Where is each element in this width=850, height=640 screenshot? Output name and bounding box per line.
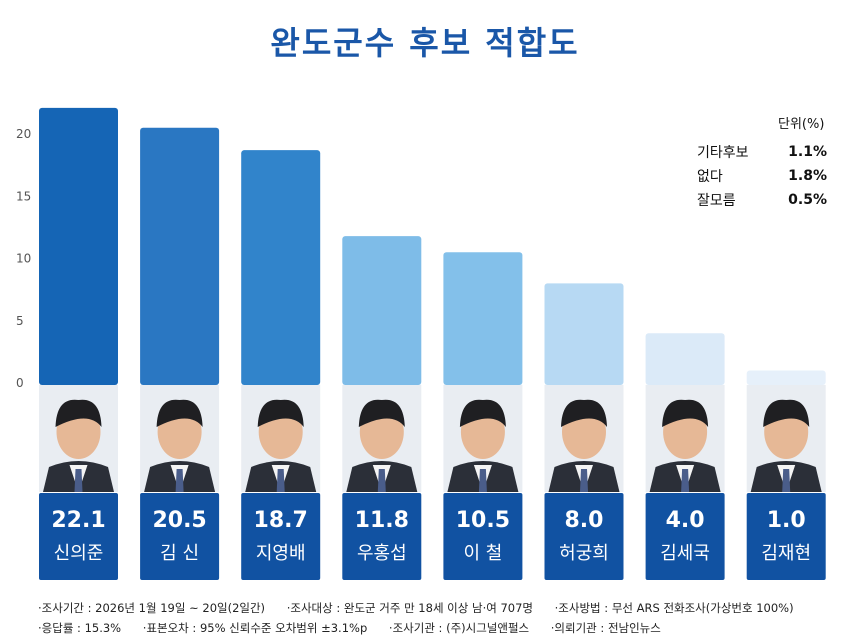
candidate-tie xyxy=(175,469,184,492)
y-tick-label: 5 xyxy=(16,314,24,328)
bar xyxy=(645,333,725,385)
value-label: 1.0 xyxy=(767,508,806,533)
others-row: 잘모름 0.5% xyxy=(697,188,827,212)
footer-item: ·조사방법 : 무선 ARS 전화조사(가상번호 100%) xyxy=(554,601,794,615)
value-label: 10.5 xyxy=(456,508,510,533)
candidate-tie xyxy=(478,469,487,492)
value-label: 4.0 xyxy=(666,508,705,533)
candidate-tie xyxy=(377,469,386,492)
y-tick-label: 10 xyxy=(16,252,31,266)
candidate-label-box xyxy=(645,493,725,580)
candidate-tie xyxy=(782,469,791,492)
candidate-name: 신의준 xyxy=(54,543,104,564)
bar xyxy=(140,127,220,386)
candidate-name: 이 철 xyxy=(463,543,502,564)
candidate-name: 우홍섭 xyxy=(357,543,407,564)
value-label: 8.0 xyxy=(565,508,604,533)
candidate-name: 허궁희 xyxy=(559,543,609,564)
footer-item: ·표본오차 : 95% 신뢰수준 오차범위 ±3.1%p xyxy=(142,621,368,635)
value-label: 22.1 xyxy=(51,508,105,533)
y-tick-label: 20 xyxy=(16,127,31,141)
chart-title: 완도군수 후보 적합도 xyxy=(270,24,580,62)
y-tick-label: 0 xyxy=(16,376,24,390)
candidate-label-box xyxy=(342,493,422,580)
candidate-hair xyxy=(763,399,810,427)
candidate-tie xyxy=(681,469,690,492)
others-value: 1.8% xyxy=(788,168,827,184)
candidate-hair xyxy=(55,399,102,427)
others-value: 1.1% xyxy=(788,144,827,160)
bar xyxy=(544,283,624,385)
candidate-label-box xyxy=(140,493,220,580)
others-label: 잘모름 xyxy=(697,193,736,209)
others-row: 기타후보 1.1% xyxy=(697,140,827,164)
candidate-label-box xyxy=(746,493,826,580)
candidate-hair xyxy=(257,399,304,427)
unit-label: 단위(%) xyxy=(778,117,825,132)
footer-item: ·조사대상 : 완도군 거주 만 18세 이상 남·여 707명 xyxy=(286,601,533,615)
candidate-label-box xyxy=(443,493,523,580)
value-label: 18.7 xyxy=(254,508,308,533)
candidate-hair xyxy=(561,399,607,427)
value-label: 11.8 xyxy=(355,508,409,533)
footer-item: ·응답률 : 15.3% xyxy=(38,621,122,635)
footer-item: ·조사기간 : 2026년 1월 19일 ~ 20일(2일간) xyxy=(38,601,266,615)
others-label: 없다 xyxy=(697,169,723,185)
candidate-hair xyxy=(358,399,405,427)
others-table: 기타후보 1.1% 없다 1.8% 잘모름 0.5% xyxy=(697,140,827,212)
survey-footer: ·조사기간 : 2026년 1월 19일 ~ 20일(2일간) ·조사대상 : … xyxy=(38,598,838,638)
bar xyxy=(342,236,422,385)
footer-item: ·의뢰기관 : 전남인뉴스 xyxy=(550,621,661,635)
candidate-label-box xyxy=(544,493,624,580)
candidate-tie xyxy=(276,469,285,492)
bar xyxy=(443,252,523,385)
others-value: 0.5% xyxy=(788,192,827,208)
candidate-label-box xyxy=(39,493,118,580)
candidate-hair xyxy=(662,399,709,427)
footer-line-1: ·조사기간 : 2026년 1월 19일 ~ 20일(2일간) ·조사대상 : … xyxy=(38,598,838,618)
footer-line-2: ·응답률 : 15.3% ·표본오차 : 95% 신뢰수준 오차범위 ±3.1%… xyxy=(38,618,838,638)
candidate-tie xyxy=(580,469,588,492)
candidate-hair xyxy=(459,399,506,427)
candidate-tie xyxy=(74,469,83,492)
candidate-label-box xyxy=(241,493,321,580)
candidate-name: 김 신 xyxy=(160,543,199,564)
candidate-name: 지영배 xyxy=(256,543,306,564)
others-row: 없다 1.8% xyxy=(697,164,827,188)
candidate-name: 김세국 xyxy=(660,543,710,564)
others-label: 기타후보 xyxy=(697,145,749,161)
bar xyxy=(241,150,321,385)
y-tick-label: 15 xyxy=(16,189,31,203)
footer-item: ·조사기관 : (주)시그널앤펄스 xyxy=(388,621,530,635)
value-label: 20.5 xyxy=(152,508,206,533)
candidate-name: 김재현 xyxy=(761,543,811,564)
bar xyxy=(746,370,826,385)
candidate-hair xyxy=(156,399,203,427)
bar xyxy=(39,107,118,385)
